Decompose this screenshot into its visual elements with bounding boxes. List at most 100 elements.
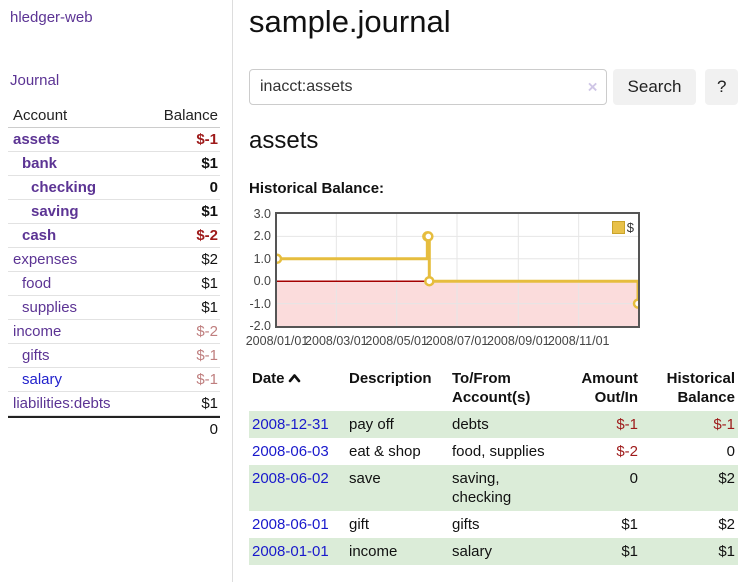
y-axis-tick-label: 1.0 bbox=[253, 251, 271, 266]
search-button[interactable]: Search bbox=[612, 69, 697, 105]
account-row: salary $-1 bbox=[8, 368, 220, 392]
y-axis-tick-label: -1.0 bbox=[249, 296, 271, 311]
transaction-date-link[interactable]: 2008-01-01 bbox=[252, 543, 329, 560]
register-row: 2008-01-01 income salary $1 $1 bbox=[249, 538, 738, 565]
account-row: expenses $2 bbox=[8, 248, 220, 272]
transaction-description: income bbox=[349, 543, 398, 560]
transaction-date-link[interactable]: 2008-06-02 bbox=[252, 470, 329, 487]
account-row: income $-2 bbox=[8, 320, 220, 344]
x-axis-tick-label: 2008/09/01 bbox=[487, 334, 550, 348]
transaction-description: save bbox=[349, 470, 381, 487]
register-row: 2008-06-01 gift gifts $1 $2 bbox=[249, 511, 738, 538]
account-link[interactable]: bank bbox=[22, 155, 58, 172]
transaction-description: gift bbox=[349, 516, 370, 533]
search-input[interactable] bbox=[249, 69, 607, 105]
transaction-amount: $-1 bbox=[616, 416, 638, 433]
register-row: 2008-06-03 eat & shop food, supplies $-2… bbox=[249, 438, 738, 465]
account-balance: $1 bbox=[201, 395, 218, 412]
account-row: saving $1 bbox=[8, 200, 220, 224]
x-axis-tick-label: 2008/05/01 bbox=[365, 334, 428, 348]
account-balance: $1 bbox=[201, 275, 218, 292]
clear-search-icon[interactable]: × bbox=[587, 77, 598, 97]
account-link[interactable]: liabilities:debts bbox=[13, 395, 111, 412]
transaction-balance: $-1 bbox=[713, 416, 735, 433]
account-row: cash $-2 bbox=[8, 224, 220, 248]
account-row: supplies $1 bbox=[8, 296, 220, 320]
page-title: sample.journal bbox=[249, 4, 451, 39]
transaction-amount: 0 bbox=[629, 470, 638, 487]
col-header-balance: Historical Balance bbox=[666, 370, 735, 406]
accounts-header-account: Account bbox=[13, 107, 68, 124]
transaction-accounts: salary bbox=[452, 543, 493, 560]
col-header-date-label: Date bbox=[252, 370, 285, 387]
account-link[interactable]: checking bbox=[31, 179, 97, 196]
main-content: sample.journal × Search ? assets Histori… bbox=[245, 0, 738, 565]
transaction-date-link[interactable]: 2008-12-31 bbox=[252, 416, 329, 433]
transaction-accounts: debts bbox=[452, 416, 489, 433]
brand-link[interactable]: hledger-web bbox=[10, 9, 93, 26]
col-header-date[interactable]: Date bbox=[249, 367, 346, 411]
register-header-row: Date Description To/From Account(s) Amou… bbox=[249, 367, 738, 411]
accounts-header-balance: Balance bbox=[163, 107, 218, 124]
account-link[interactable]: cash bbox=[22, 227, 57, 244]
sidebar-item-journal[interactable]: Journal bbox=[10, 72, 60, 89]
x-axis-tick-label: 2008/01/01 bbox=[245, 334, 309, 348]
x-axis-tick-label: 2008/03/01 bbox=[305, 334, 368, 348]
account-row: gifts $-1 bbox=[8, 344, 220, 368]
balance-chart: 3.0 2.0 1.0 0.0 -1.0 -2.0 $ 2008/01/01 2008/03… bbox=[245, 205, 738, 348]
search-form: × Search ? bbox=[249, 69, 738, 105]
transaction-balance: $1 bbox=[718, 543, 735, 560]
account-balance: $-2 bbox=[196, 323, 218, 340]
account-balance: $2 bbox=[201, 251, 218, 268]
transaction-date-link[interactable]: 2008-06-03 bbox=[252, 443, 329, 460]
account-link[interactable]: supplies bbox=[22, 299, 78, 316]
help-button[interactable]: ? bbox=[705, 69, 738, 105]
account-link[interactable]: income bbox=[13, 323, 62, 340]
transaction-amount: $-2 bbox=[616, 443, 638, 460]
transaction-accounts: saving, checking bbox=[452, 470, 512, 506]
col-header-accounts: To/From Account(s) bbox=[452, 370, 531, 406]
sort-ascending-icon bbox=[288, 374, 300, 383]
register-row: 2008-12-31 pay off debts $-1 $-1 bbox=[249, 411, 738, 438]
account-row: food $1 bbox=[8, 272, 220, 296]
y-axis-tick-label: 3.0 bbox=[253, 207, 271, 221]
account-link[interactable]: gifts bbox=[22, 347, 50, 364]
account-balance: $-1 bbox=[196, 371, 218, 388]
account-balance: $1 bbox=[201, 299, 218, 316]
account-balance: 0 bbox=[209, 179, 218, 196]
chart-plot-area[interactable]: $ bbox=[275, 212, 640, 328]
account-link[interactable]: expenses bbox=[13, 251, 78, 268]
account-link[interactable]: saving bbox=[31, 203, 79, 220]
accounts-table: Account Balance assets $-1 bank $1 check… bbox=[8, 104, 220, 441]
account-row: checking 0 bbox=[8, 176, 220, 200]
y-axis-tick-label: 2.0 bbox=[253, 229, 271, 244]
account-row: assets $-1 bbox=[8, 128, 220, 152]
account-balance: $-1 bbox=[196, 347, 218, 364]
x-axis-tick-label: 2008/07/01 bbox=[425, 334, 489, 348]
x-axis-tick-label: 2008/11/01 bbox=[547, 334, 610, 348]
transaction-description: eat & shop bbox=[349, 443, 421, 460]
register-table: Date Description To/From Account(s) Amou… bbox=[249, 367, 738, 565]
account-link[interactable]: assets bbox=[13, 131, 60, 148]
transaction-balance: $2 bbox=[718, 470, 735, 487]
register-row: 2008-06-02 save saving, checking 0 $2 bbox=[249, 465, 738, 511]
account-balance: $1 bbox=[201, 155, 218, 172]
account-row: bank $1 bbox=[8, 152, 220, 176]
transaction-amount: $1 bbox=[621, 516, 638, 533]
transaction-accounts: gifts bbox=[452, 516, 480, 533]
transaction-amount: $1 bbox=[621, 543, 638, 560]
chart-title: Historical Balance: bbox=[249, 180, 385, 197]
y-axis-tick-label: -2.0 bbox=[249, 319, 271, 333]
accounts-rows: assets $-1 bank $1 checking 0 saving $1 … bbox=[8, 128, 220, 416]
transaction-date-link[interactable]: 2008-06-01 bbox=[252, 516, 329, 533]
transaction-description: pay off bbox=[349, 416, 394, 433]
account-link[interactable]: food bbox=[22, 275, 52, 292]
accounts-total-row: 0 bbox=[8, 416, 220, 441]
sidebar: hledger-web Journal Account Balance asse… bbox=[0, 0, 233, 582]
y-axis-tick-label: 0.0 bbox=[253, 274, 271, 289]
account-balance: $-2 bbox=[196, 227, 218, 244]
col-header-description: Description bbox=[349, 370, 432, 387]
transaction-balance: 0 bbox=[726, 443, 735, 460]
chart-legend: $ bbox=[611, 220, 634, 235]
account-link[interactable]: salary bbox=[22, 371, 63, 388]
